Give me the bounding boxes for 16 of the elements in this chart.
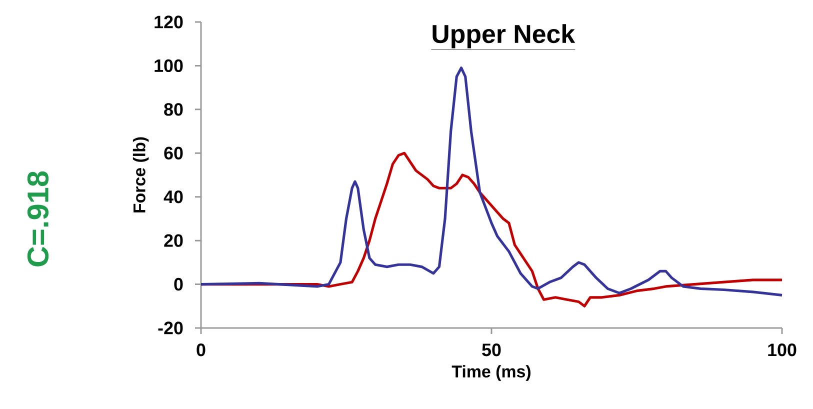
x-tick-label: 100 xyxy=(768,344,796,356)
y-axis-title: Force (lb) xyxy=(132,137,149,212)
text: C=.918 xyxy=(27,171,49,266)
x-tick-label: 0 xyxy=(196,344,206,356)
line-series xyxy=(200,66,784,297)
y-tick-label: 40 xyxy=(164,190,183,204)
x-tick-label: 50 xyxy=(482,344,501,356)
y-tick-label: -20 xyxy=(158,322,183,334)
chart-title: Upper Neck xyxy=(432,24,576,48)
y-tick-label: 100 xyxy=(154,59,183,72)
x-axis-title: Time (ms) xyxy=(452,365,530,381)
y-tick-label: 0 xyxy=(174,278,183,291)
y-tick-label: 120 xyxy=(154,16,183,28)
y-tick-label: 80 xyxy=(164,103,183,116)
y-tick-label: 60 xyxy=(164,146,183,160)
y-tick-label: 20 xyxy=(164,234,183,247)
